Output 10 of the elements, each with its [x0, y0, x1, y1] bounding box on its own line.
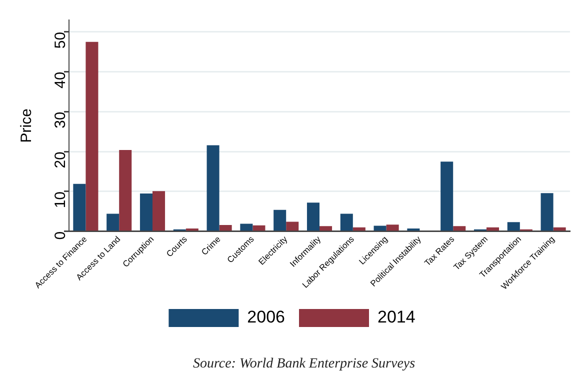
y-tick-label: 50 [52, 32, 70, 49]
legend-label: 2006 [247, 308, 286, 327]
y-tick-label: 40 [52, 72, 70, 89]
y-axis-title: Price [18, 108, 36, 143]
legend-label: 2014 [378, 308, 416, 327]
source-note: Source: World Bank Enterprise Surveys [192, 356, 416, 372]
y-tick-label: 30 [52, 112, 70, 128]
y-tick-label: 20 [52, 152, 70, 168]
y-tick-label: 10 [52, 191, 70, 208]
y-tick-label: 0 [52, 231, 70, 240]
